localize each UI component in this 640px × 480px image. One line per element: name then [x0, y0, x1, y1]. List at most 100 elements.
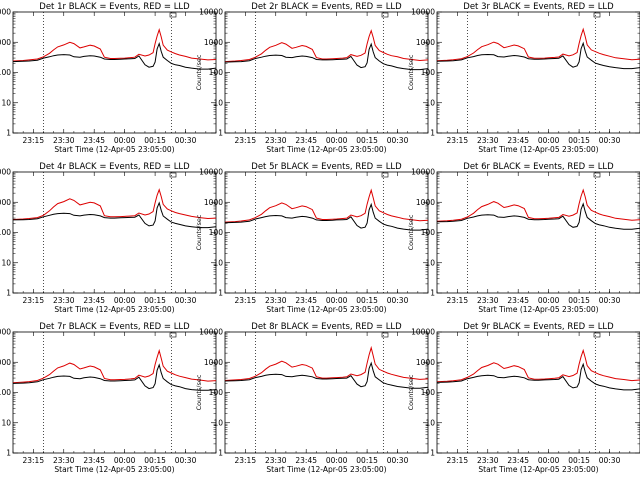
series-events-line: [12, 201, 217, 229]
legend-box: [381, 172, 389, 178]
x-tick-label: 23:30: [265, 296, 287, 305]
x-tick-label: 23:45: [83, 456, 105, 465]
x-tick-label: 23:45: [507, 296, 529, 305]
x-tick-label: 00:30: [599, 136, 621, 145]
panel-title: Det 1r BLACK = Events, RED = LLD: [39, 2, 190, 12]
y-tick-label: 10000: [0, 168, 11, 177]
panel-title: Det 7r BLACK = Events, RED = LLD: [39, 322, 190, 332]
x-tick-label: 00:30: [387, 456, 409, 465]
y-tick-label: 10000: [199, 328, 223, 337]
x-tick-label: 00:00: [326, 136, 348, 145]
y-axis-label: Counts/sec: [195, 374, 203, 410]
legend-box: [169, 172, 177, 178]
x-tick-label: 00:30: [175, 456, 197, 465]
x-tick-label: 00:15: [568, 296, 590, 305]
x-axis-label: Start Time (12-Apr-05 23:05:00): [266, 305, 386, 314]
y-tick-label: 1: [218, 289, 223, 298]
x-tick-label: 00:30: [175, 136, 197, 145]
y-tick-label: 10000: [0, 8, 11, 17]
x-tick-label: 00:15: [356, 456, 378, 465]
legend-box: [593, 332, 601, 338]
series-lld-line: [12, 27, 217, 62]
x-axis-label: Start Time (12-Apr-05 23:05:00): [266, 145, 386, 154]
y-tick-label: 1: [218, 129, 223, 138]
panel-det-9: Det 9r BLACK = Events, RED = LLD 1 10 100 10…: [407, 322, 640, 474]
x-axis-label: Start Time (12-Apr-05 23:05:00): [54, 305, 174, 314]
y-tick-label: 10000: [411, 168, 435, 177]
x-tick-label: 23:15: [446, 136, 468, 145]
y-tick-label: 1: [218, 449, 223, 458]
y-tick-label: 1: [430, 129, 435, 138]
series-lld-line: [12, 348, 217, 384]
y-tick-label: 100: [209, 68, 224, 77]
legend-box: [593, 12, 601, 18]
y-tick-label: 10000: [0, 328, 11, 337]
x-tick-label: 00:30: [175, 296, 197, 305]
y-tick-label: 10: [213, 418, 223, 427]
x-axis-label: Start Time (12-Apr-05 23:05:00): [54, 145, 174, 154]
y-axis-label: Counts/sec: [407, 374, 415, 410]
x-tick-label: 23:30: [265, 136, 287, 145]
series-lld-line: [224, 188, 429, 223]
panel-det-3: Det 3r BLACK = Events, RED = LLD 1 10 100 10…: [407, 2, 640, 154]
y-tick-label: 1: [6, 129, 11, 138]
series-events-line: [12, 363, 217, 391]
x-tick-label: 00:00: [538, 136, 560, 145]
x-tick-label: 00:30: [599, 296, 621, 305]
x-tick-label: 23:45: [507, 456, 529, 465]
panel-title: Det 9r BLACK = Events, RED = LLD: [463, 322, 614, 332]
x-axis-label: Start Time (12-Apr-05 23:05:00): [54, 465, 174, 474]
legend-box: [169, 12, 177, 18]
x-tick-label: 23:30: [53, 456, 75, 465]
y-tick-label: 1000: [204, 358, 223, 367]
series-lld-line: [436, 188, 640, 222]
y-tick-label: 1: [430, 289, 435, 298]
y-tick-label: 1000: [416, 198, 435, 207]
x-tick-label: 00:30: [599, 456, 621, 465]
x-tick-label: 23:15: [22, 296, 44, 305]
y-tick-label: 10: [1, 258, 11, 267]
x-tick-label: 00:15: [568, 136, 590, 145]
x-tick-label: 00:00: [114, 296, 136, 305]
y-tick-label: 1000: [204, 38, 223, 47]
panel-det-5: Det 5r BLACK = Events, RED = LLD 1 10 100 10…: [195, 162, 429, 314]
y-tick-label: 100: [0, 388, 11, 397]
series-events-line: [224, 202, 429, 231]
y-tick-label: 10: [425, 258, 435, 267]
x-tick-label: 23:45: [507, 136, 529, 145]
x-tick-label: 23:15: [446, 456, 468, 465]
y-axis-label: Counts/sec: [195, 54, 203, 90]
x-tick-label: 00:15: [144, 136, 166, 145]
x-tick-label: 00:00: [114, 136, 136, 145]
y-tick-label: 10000: [199, 168, 223, 177]
y-tick-label: 10: [425, 98, 435, 107]
legend-box: [381, 12, 389, 18]
x-tick-label: 23:45: [295, 456, 317, 465]
x-tick-label: 00:00: [114, 456, 136, 465]
x-axis-label: Start Time (12-Apr-05 23:05:00): [478, 465, 598, 474]
x-tick-label: 00:00: [326, 456, 348, 465]
panel-title: Det 4r BLACK = Events, RED = LLD: [39, 162, 190, 172]
panel-det-7: Det 7r BLACK = Events, RED = LLD 1 10 100 10…: [0, 322, 217, 474]
x-tick-label: 23:30: [53, 136, 75, 145]
series-events-line: [12, 41, 217, 70]
panel-title: Det 8r BLACK = Events, RED = LLD: [251, 322, 402, 332]
y-tick-label: 1: [6, 449, 11, 458]
y-axis-label: Counts/sec: [407, 214, 415, 250]
x-tick-label: 00:15: [356, 296, 378, 305]
x-axis-label: Start Time (12-Apr-05 23:05:00): [478, 305, 598, 314]
series-lld-line: [12, 188, 217, 220]
y-tick-label: 10: [425, 418, 435, 427]
panel-title: Det 3r BLACK = Events, RED = LLD: [463, 2, 614, 12]
x-tick-label: 23:30: [477, 456, 499, 465]
x-tick-label: 23:30: [265, 456, 287, 465]
legend-box: [593, 172, 601, 178]
x-tick-label: 23:15: [22, 456, 44, 465]
x-tick-label: 00:15: [568, 456, 590, 465]
x-tick-label: 23:45: [295, 296, 317, 305]
series-events-line: [224, 42, 429, 71]
x-tick-label: 23:45: [83, 296, 105, 305]
y-tick-label: 100: [209, 228, 224, 237]
series-lld-line: [436, 348, 640, 383]
